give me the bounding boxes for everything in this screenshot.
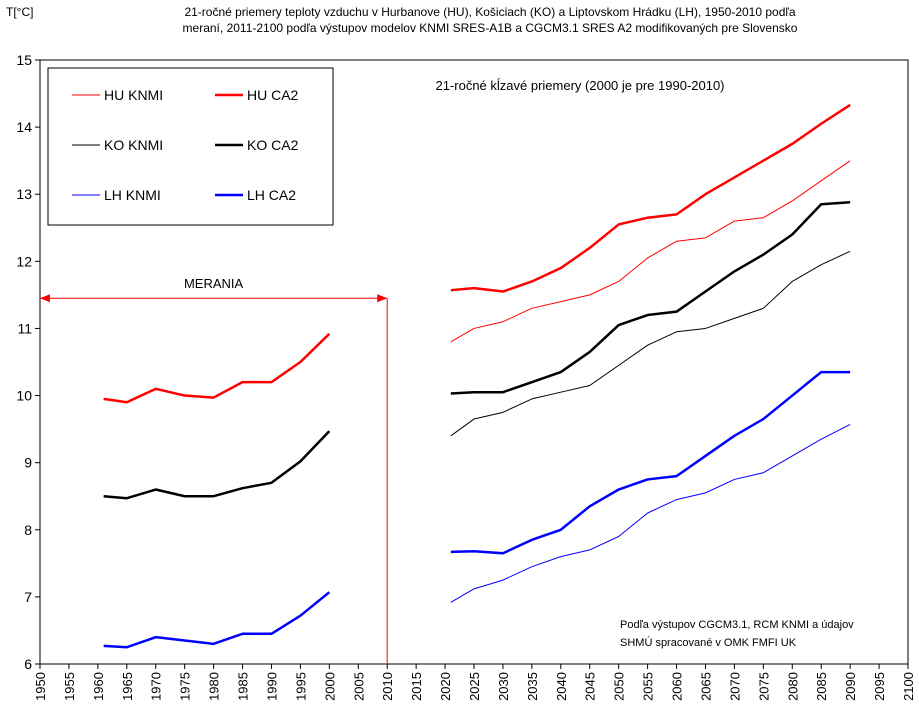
annotation-text: MERANIA <box>184 276 244 291</box>
legend-label: KO CA2 <box>247 137 299 153</box>
subtitle: 21-ročné kĺzavé priemery (2000 je pre 19… <box>435 78 724 93</box>
x-tick-label: 2025 <box>467 672 482 701</box>
series-line <box>103 332 331 404</box>
x-tick-label: 2050 <box>612 672 627 701</box>
x-tick-label: 2075 <box>756 672 771 701</box>
x-tick-label: 2085 <box>814 672 829 701</box>
x-tick-label: 1970 <box>149 672 164 701</box>
chart-title: 21-ročné priemery teploty vzduchu v Hurb… <box>184 5 795 19</box>
y-tick-label: 12 <box>16 253 32 269</box>
series-line <box>450 423 851 603</box>
x-tick-label: 1980 <box>207 672 222 701</box>
x-tick-label: 1985 <box>236 672 251 701</box>
x-tick-label: 2045 <box>583 672 598 701</box>
series-line <box>103 591 331 649</box>
y-tick-label: 7 <box>24 589 32 605</box>
y-tick-label: 15 <box>16 52 32 68</box>
x-tick-label: 1995 <box>293 672 308 701</box>
legend-label: LH CA2 <box>247 187 296 203</box>
x-tick-label: 1965 <box>120 672 135 701</box>
chart-title: meraní, 2011-2100 podľa výstupov modelov… <box>183 21 798 35</box>
series-line <box>450 103 851 293</box>
x-tick-label: 2060 <box>670 672 685 701</box>
x-tick-label: 2095 <box>872 672 887 701</box>
y-tick-label: 6 <box>24 656 32 672</box>
x-tick-label: 2055 <box>641 672 656 701</box>
x-tick-label: 2010 <box>380 672 395 701</box>
x-tick-label: 2100 <box>901 672 916 701</box>
arrowhead <box>377 294 388 303</box>
series-line <box>450 250 851 437</box>
legend-label: LH KNMI <box>104 187 161 203</box>
x-tick-label: 2005 <box>351 672 366 701</box>
y-tick-label: 14 <box>16 119 32 135</box>
note: SHMÚ spracované v OMK FMFI UK <box>620 636 797 649</box>
legend-label: KO KNMI <box>104 137 163 153</box>
y-axis-label: T[°C] <box>6 5 33 19</box>
legend-label: HU KNMI <box>104 87 163 103</box>
x-tick-label: 1960 <box>91 672 106 701</box>
y-tick-label: 11 <box>17 320 32 336</box>
x-tick-label: 1950 <box>33 672 48 701</box>
y-tick-label: 8 <box>24 522 32 538</box>
series-line <box>450 160 851 343</box>
x-tick-label: 2000 <box>322 672 337 701</box>
x-tick-label: 2070 <box>727 672 742 701</box>
x-tick-label: 2020 <box>438 672 453 701</box>
y-tick-label: 9 <box>24 455 32 471</box>
x-tick-label: 1955 <box>62 672 77 701</box>
legend-label: HU CA2 <box>247 87 299 103</box>
x-tick-label: 2080 <box>785 672 800 701</box>
x-tick-label: 2015 <box>409 672 424 701</box>
x-tick-label: 2040 <box>554 672 569 701</box>
x-tick-label: 2035 <box>525 672 540 701</box>
x-tick-label: 1975 <box>178 672 193 701</box>
y-tick-label: 10 <box>16 388 32 404</box>
series-line <box>450 370 851 555</box>
legend-box <box>47 67 334 226</box>
x-tick-label: 2065 <box>698 672 713 701</box>
series-line <box>103 430 331 500</box>
x-tick-label: 1990 <box>264 672 279 701</box>
legend: HU KNMI HU CA2 KO KNMI KO CA2 LH KNMI LH CA2 <box>47 67 334 226</box>
note: Podľa výstupov CGCM3.1, RCM KNMI a údajo… <box>620 619 854 631</box>
x-tick-label: 2090 <box>843 672 858 701</box>
arrowhead <box>40 294 50 303</box>
y-tick-label: 13 <box>16 186 32 202</box>
x-tick-label: 2030 <box>496 672 511 701</box>
series-line <box>450 201 851 395</box>
